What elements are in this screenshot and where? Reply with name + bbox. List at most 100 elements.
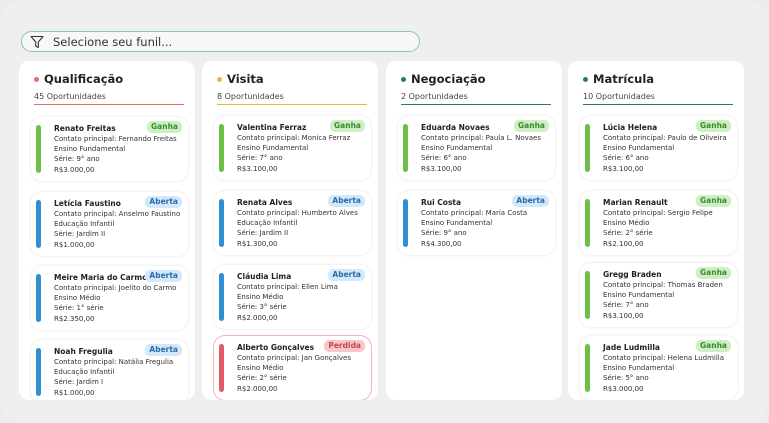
- opportunity-card[interactable]: Meire Maria do Carmo Aberta Contato princi…: [31, 266, 188, 330]
- education-level: Educação Infantil: [237, 219, 298, 228]
- value-line: R$3.000,00: [603, 384, 644, 393]
- status-bar: [585, 124, 590, 172]
- stage-dot-icon: [217, 76, 222, 82]
- grade-line: Série: 7° ano: [237, 154, 283, 163]
- contact-line: Contato principal: Ellen Lima: [237, 283, 338, 291]
- opportunity-card[interactable]: Renato Freitas Ganha Contato principal: Fe…: [31, 117, 188, 181]
- funnel-placeholder: Selecione seu funil...: [53, 34, 173, 49]
- column-count: 45 Oportunidades: [34, 92, 106, 101]
- status-badge: Ganha: [330, 120, 365, 132]
- opportunity-card[interactable]: Rui Costa Aberta Contato principal: Maria …: [398, 191, 555, 255]
- contact-line: Contato principal: Humberto Alves: [237, 209, 358, 217]
- status-badge: Aberta: [512, 195, 549, 207]
- student-name: Lúcia Helena: [603, 123, 658, 132]
- grade-line: Série: 9° ano: [54, 155, 100, 164]
- student-name: Renato Freitas: [54, 124, 116, 133]
- student-name: Rui Costa: [421, 198, 462, 207]
- funnel-selector[interactable]: Selecione seu funil...: [21, 31, 420, 52]
- column-visita: Visita 8 Oportunidades Valentina Ferraz Gan…: [202, 61, 378, 400]
- status-bar: [36, 125, 41, 173]
- contact-line: Contato principal: Thomas Braden: [603, 281, 723, 289]
- status-bar: [219, 199, 224, 247]
- status-bar: [36, 200, 41, 248]
- opportunity-card[interactable]: Gregg Braden Ganha Contato principal: Thom…: [580, 263, 737, 327]
- student-name: Valentina Ferraz: [237, 123, 307, 132]
- status-bar: [403, 124, 408, 172]
- column-title-label: Matrícula: [593, 72, 655, 86]
- status-bar: [36, 348, 41, 396]
- contact-line: Contato principal: Sergio Felipe: [603, 209, 713, 217]
- status-bar: [219, 344, 224, 392]
- grade-line: Série: 1° série: [54, 304, 104, 313]
- contact-line: Contato principal: Natália Fregulia: [54, 358, 174, 366]
- column-header: Qualificação 45 Oportunidades: [19, 61, 195, 107]
- contact-line: Contato principal: Jan Gonçalves: [237, 354, 351, 362]
- value-line: R$2.350,00: [54, 314, 95, 323]
- status-badge: Perdida: [324, 340, 365, 352]
- grade-line: Série: 9° ano: [421, 229, 467, 238]
- status-bar: [219, 124, 224, 172]
- education-level: Ensino Médio: [237, 293, 284, 302]
- grade-line: Série: 6° ano: [603, 154, 649, 163]
- value-line: R$1.000,00: [54, 240, 95, 249]
- education-level: Ensino Fundamental: [421, 144, 493, 153]
- student-name: Renata Alves: [237, 198, 293, 207]
- column-title: Visita: [217, 72, 367, 86]
- opportunity-card[interactable]: Letícia Faustino Aberta Contato principal:…: [31, 192, 188, 256]
- education-level: Ensino Fundamental: [603, 364, 675, 373]
- status-badge: Ganha: [514, 120, 549, 132]
- status-badge: Aberta: [145, 270, 182, 282]
- status-bar: [585, 271, 590, 319]
- stage-dot-icon: [34, 76, 39, 82]
- status-badge: Aberta: [145, 344, 182, 356]
- grade-line: Série: 7° ano: [603, 301, 649, 310]
- student-name: Meire Maria do Carmo: [54, 273, 148, 282]
- column-count: 8 Oportunidades: [217, 92, 284, 101]
- education-level: Educação Infantil: [54, 220, 115, 229]
- column-title: Qualificação: [34, 72, 184, 86]
- value-line: R$3.100,00: [421, 164, 462, 173]
- grade-line: Série: 3° série: [237, 303, 287, 312]
- value-line: R$2.100,00: [603, 239, 644, 248]
- status-badge: Aberta: [328, 269, 365, 281]
- column-matricula: Matrícula 10 Oportunidades Lúcia Helena Gan…: [568, 61, 744, 400]
- value-line: R$2.000,00: [237, 384, 278, 393]
- value-line: R$3.100,00: [237, 164, 278, 173]
- contact-line: Contato principal: Paula L. Novaes: [421, 134, 541, 142]
- contact-line: Contato principal: Helena Ludmilla: [603, 354, 725, 362]
- column-divider: [34, 104, 184, 105]
- grade-line: Série: 2° série: [603, 229, 653, 238]
- grade-line: Série: Jardim II: [237, 229, 289, 238]
- opportunity-card[interactable]: Eduarda Novaes Ganha Contato principal: Pa…: [398, 116, 555, 180]
- opportunity-card[interactable]: Alberto Gonçalves Perdida Contato principa…: [214, 336, 371, 400]
- opportunity-card[interactable]: Noah Fregulia Aberta Contato principal: Na…: [31, 340, 188, 400]
- value-line: R$3.100,00: [603, 164, 644, 173]
- opportunity-card[interactable]: Valentina Ferraz Ganha Contato principal: …: [214, 116, 371, 180]
- value-line: R$3.100,00: [603, 311, 644, 320]
- value-line: R$3.000,00: [54, 165, 95, 174]
- education-level: Ensino Fundamental: [237, 144, 309, 153]
- opportunity-card[interactable]: Jade Ludmilla Ganha Contato principal: Hel…: [580, 336, 737, 400]
- status-badge: Ganha: [696, 267, 731, 279]
- opportunity-card[interactable]: Lúcia Helena Ganha Contato principal: Paul…: [580, 116, 737, 180]
- column-count: 2 Oportunidades: [401, 92, 468, 101]
- column-title-label: Visita: [227, 72, 264, 86]
- status-badge: Ganha: [696, 195, 731, 207]
- column-divider: [583, 104, 733, 105]
- status-bar: [36, 274, 41, 322]
- opportunity-card[interactable]: Marian Renault Ganha Contato principal: Se…: [580, 191, 737, 255]
- opportunity-card[interactable]: Renata Alves Aberta Contato principal: Hum…: [214, 191, 371, 255]
- education-level: Ensino Fundamental: [54, 145, 126, 154]
- student-name: Alberto Gonçalves: [237, 343, 315, 352]
- status-bar: [585, 344, 590, 392]
- student-name: Cláudia Lima: [237, 272, 292, 281]
- column-count: 10 Oportunidades: [583, 92, 655, 101]
- column-title-label: Qualificação: [44, 72, 124, 86]
- column-header: Visita 8 Oportunidades: [202, 61, 378, 107]
- opportunity-card[interactable]: Cláudia Lima Aberta Contato principal: Ell…: [214, 265, 371, 329]
- student-name: Eduarda Novaes: [421, 123, 490, 132]
- education-level: Ensino Médio: [54, 294, 101, 303]
- status-bar: [403, 199, 408, 247]
- grade-line: Série: 6° ano: [421, 154, 467, 163]
